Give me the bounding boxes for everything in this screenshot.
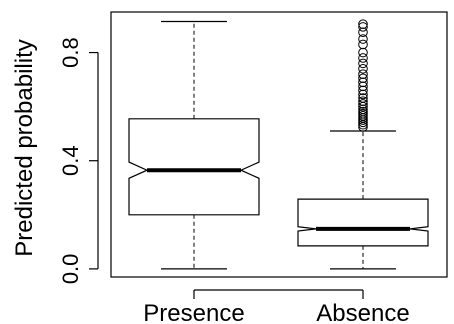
outlier-point	[358, 73, 368, 84]
x-tick-label: Presence	[143, 300, 244, 324]
outlier-point	[358, 53, 368, 63]
notched-box	[128, 118, 260, 216]
outlier-point	[358, 47, 368, 58]
outlier-point	[358, 111, 368, 121]
box-absence	[297, 19, 429, 270]
outlier-point	[358, 99, 368, 109]
outlier-point	[358, 93, 368, 103]
y-axis: 0.0 0.4 0.8	[58, 37, 99, 285]
notched-box	[297, 198, 429, 247]
box-presence	[128, 20, 260, 270]
y-tick-label: 0.8	[58, 37, 83, 68]
outlier-point	[358, 22, 368, 32]
x-tick-label: Absence	[316, 300, 409, 324]
outlier-point	[358, 19, 368, 29]
outlier-point	[358, 63, 368, 74]
y-tick-label: 0.0	[58, 254, 83, 285]
y-tick-label: 0.4	[58, 145, 83, 176]
plot-frame	[110, 11, 448, 278]
outlier-point	[358, 108, 368, 119]
outlier-point	[358, 58, 368, 69]
y-axis-label: Predicted probability	[11, 39, 38, 256]
outlier-point	[358, 106, 368, 117]
outlier-point	[358, 69, 368, 79]
box-group	[128, 19, 429, 270]
x-axis: Presence Absence	[143, 289, 410, 324]
outlier-point	[358, 34, 368, 44]
outlier-point	[358, 96, 368, 107]
outlier-point	[358, 39, 368, 50]
